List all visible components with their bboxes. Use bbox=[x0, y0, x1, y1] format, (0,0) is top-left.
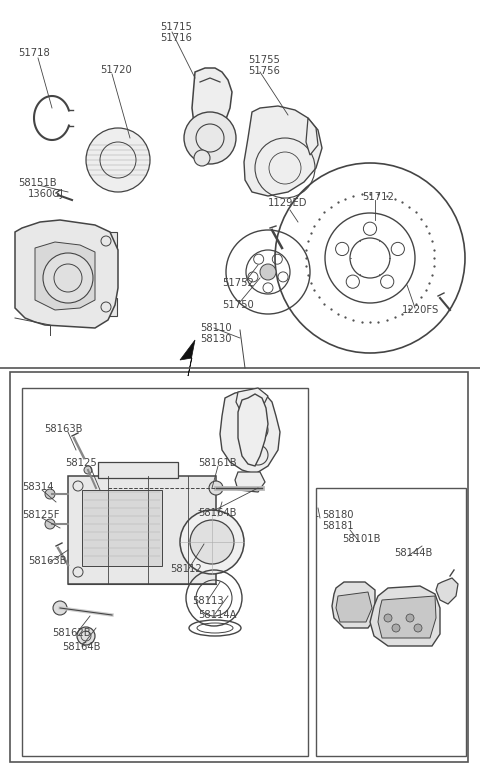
Circle shape bbox=[209, 481, 223, 495]
Polygon shape bbox=[180, 340, 195, 376]
Bar bbox=[68, 476, 216, 584]
Bar bbox=[22, 388, 308, 756]
Text: 58113: 58113 bbox=[192, 596, 224, 606]
Circle shape bbox=[194, 150, 210, 166]
Bar bbox=[68, 562, 86, 582]
Text: 51752: 51752 bbox=[222, 278, 254, 288]
Circle shape bbox=[77, 627, 95, 645]
Text: 58144B: 58144B bbox=[394, 548, 432, 558]
Text: 58164B: 58164B bbox=[62, 642, 100, 652]
Polygon shape bbox=[436, 578, 458, 604]
Circle shape bbox=[190, 520, 234, 564]
Text: 58181: 58181 bbox=[322, 521, 354, 531]
Circle shape bbox=[392, 624, 400, 632]
Polygon shape bbox=[220, 390, 280, 474]
Text: 58125: 58125 bbox=[65, 458, 97, 468]
Bar bbox=[316, 488, 466, 756]
Text: 1129ED: 1129ED bbox=[268, 198, 308, 208]
Bar bbox=[10, 372, 468, 762]
Bar bbox=[95, 232, 117, 250]
Bar bbox=[82, 490, 162, 566]
Text: 58110: 58110 bbox=[200, 323, 232, 333]
Circle shape bbox=[45, 519, 55, 529]
Text: 58125F: 58125F bbox=[22, 510, 60, 520]
Polygon shape bbox=[336, 592, 372, 622]
Circle shape bbox=[86, 128, 150, 192]
Text: 58314: 58314 bbox=[22, 482, 53, 492]
Text: 51720: 51720 bbox=[100, 65, 132, 75]
Circle shape bbox=[84, 466, 92, 474]
Text: 51718: 51718 bbox=[18, 48, 50, 58]
Polygon shape bbox=[35, 242, 95, 310]
Circle shape bbox=[384, 614, 392, 622]
Text: 51716: 51716 bbox=[160, 33, 192, 43]
Polygon shape bbox=[192, 68, 232, 158]
Polygon shape bbox=[332, 582, 375, 628]
Circle shape bbox=[406, 614, 414, 622]
Circle shape bbox=[180, 510, 244, 574]
Text: 58151B: 58151B bbox=[18, 178, 57, 188]
Text: 1220FS: 1220FS bbox=[402, 305, 439, 315]
Text: 1360GJ: 1360GJ bbox=[28, 189, 64, 199]
Text: 58162B: 58162B bbox=[52, 628, 91, 638]
Polygon shape bbox=[235, 472, 265, 492]
Polygon shape bbox=[378, 596, 436, 638]
Text: 58161B: 58161B bbox=[198, 458, 237, 468]
Text: 51755: 51755 bbox=[248, 55, 280, 65]
Bar bbox=[68, 476, 86, 496]
Circle shape bbox=[184, 112, 236, 164]
Text: 58130: 58130 bbox=[200, 334, 231, 344]
Polygon shape bbox=[244, 106, 322, 196]
Text: 51712: 51712 bbox=[362, 192, 394, 202]
Text: 51715: 51715 bbox=[160, 22, 192, 32]
Bar bbox=[98, 462, 178, 478]
Polygon shape bbox=[15, 220, 118, 328]
Circle shape bbox=[414, 624, 422, 632]
Polygon shape bbox=[236, 388, 268, 410]
Text: 58163B: 58163B bbox=[44, 424, 83, 434]
Circle shape bbox=[53, 601, 67, 615]
Bar bbox=[95, 298, 117, 316]
Text: 58114A: 58114A bbox=[198, 610, 237, 620]
Text: 58180: 58180 bbox=[322, 510, 353, 520]
Polygon shape bbox=[306, 118, 318, 155]
Text: 51750: 51750 bbox=[222, 300, 254, 310]
Polygon shape bbox=[238, 394, 268, 466]
Polygon shape bbox=[370, 586, 440, 646]
Text: 58164B: 58164B bbox=[198, 508, 237, 518]
Text: 58112: 58112 bbox=[170, 564, 202, 574]
Circle shape bbox=[260, 264, 276, 280]
Circle shape bbox=[45, 489, 55, 499]
Text: 51756: 51756 bbox=[248, 66, 280, 76]
Circle shape bbox=[43, 253, 93, 303]
Text: 58163B: 58163B bbox=[28, 556, 67, 566]
Text: 58101B: 58101B bbox=[342, 534, 381, 544]
